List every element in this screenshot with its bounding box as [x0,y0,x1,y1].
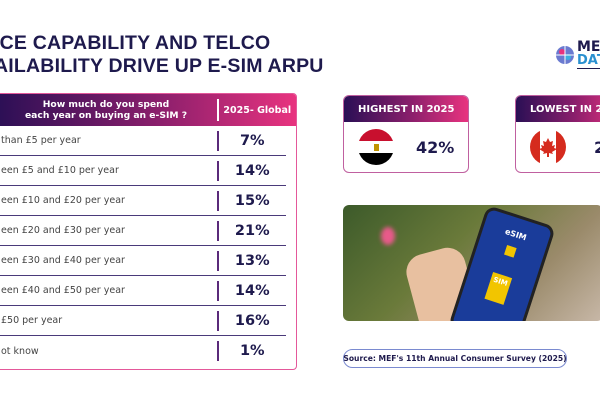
chip-icon [504,245,517,258]
divider [217,190,219,211]
row-label: een £5 and £10 per year [1,165,119,176]
row-label: een £30 and £40 per year [1,255,125,266]
table-row: £50 per year 16% [0,306,286,336]
question-header: How much do you spend each year on buying… [24,99,188,121]
highest-card: HIGHEST IN 2025 42% [343,95,469,173]
sim-card-icon: SIM [484,272,513,305]
row-value: 1% [239,343,265,359]
row-label: ot know [1,345,39,357]
divider [217,160,219,181]
divider [217,220,219,241]
row-value: 13% [234,252,270,269]
lowest-label: LOWEST IN 2 [516,96,600,122]
table-row: een £40 and £50 per year 14% [0,276,286,306]
page-title: ICE CAPABILITY AND TELCO AILABILITY DRIV… [0,32,324,78]
table-row: een £10 and £20 per year 15% [0,186,286,216]
table-row: een £5 and £10 per year 14% [0,156,286,186]
table-row: than £5 per year 7% [0,126,286,156]
source-note: Source: MEF's 11th Annual Consumer Surve… [343,349,567,368]
row-value: 15% [234,192,270,209]
row-value: 14% [234,282,270,299]
divider [217,130,219,151]
canada-flag-icon [530,129,566,165]
row-value: 16% [234,312,270,329]
mef-data-logo: ME DAT [555,40,600,69]
table-row: een £30 and £40 per year 13% [0,246,286,276]
row-value: 21% [234,222,270,239]
row-label: than £5 per year [1,135,81,146]
row-label: een £40 and £50 per year [1,285,125,296]
title-line-1: ICE CAPABILITY AND TELCO [0,32,271,54]
logo-text-bottom: DAT [577,54,600,69]
divider [217,99,219,121]
logo-text-top: ME [577,39,600,55]
lowest-value: 2 [594,138,600,157]
title-line-2: AILABILITY DRIVE UP E-SIM ARPU [0,55,324,77]
screen-title: eSIM [503,226,528,243]
table-row: ot know 1% [0,336,286,366]
divider [217,310,219,331]
row-value: 7% [239,132,265,149]
highest-label: HIGHEST IN 2025 [344,96,468,122]
divider [217,280,219,301]
lowest-card: LOWEST IN 2 2 [515,95,600,173]
spend-table: How much do you spend each year on buying… [0,93,297,370]
globe-icon [556,45,574,64]
divider [217,341,219,361]
row-label: £50 per year [1,315,63,326]
row-label: een £20 and £30 per year [1,225,125,236]
egypt-flag-icon [358,129,394,165]
divider [217,250,219,271]
row-label: een £10 and £20 per year [1,195,125,206]
table-header: How much do you spend each year on buying… [0,94,296,126]
column-header: 2025- Global [223,104,292,116]
esim-photo: eSIM SIM [343,205,600,321]
row-value: 14% [234,162,270,179]
highest-value: 42% [416,137,455,157]
table-row: een £20 and £30 per year 21% [0,216,286,246]
